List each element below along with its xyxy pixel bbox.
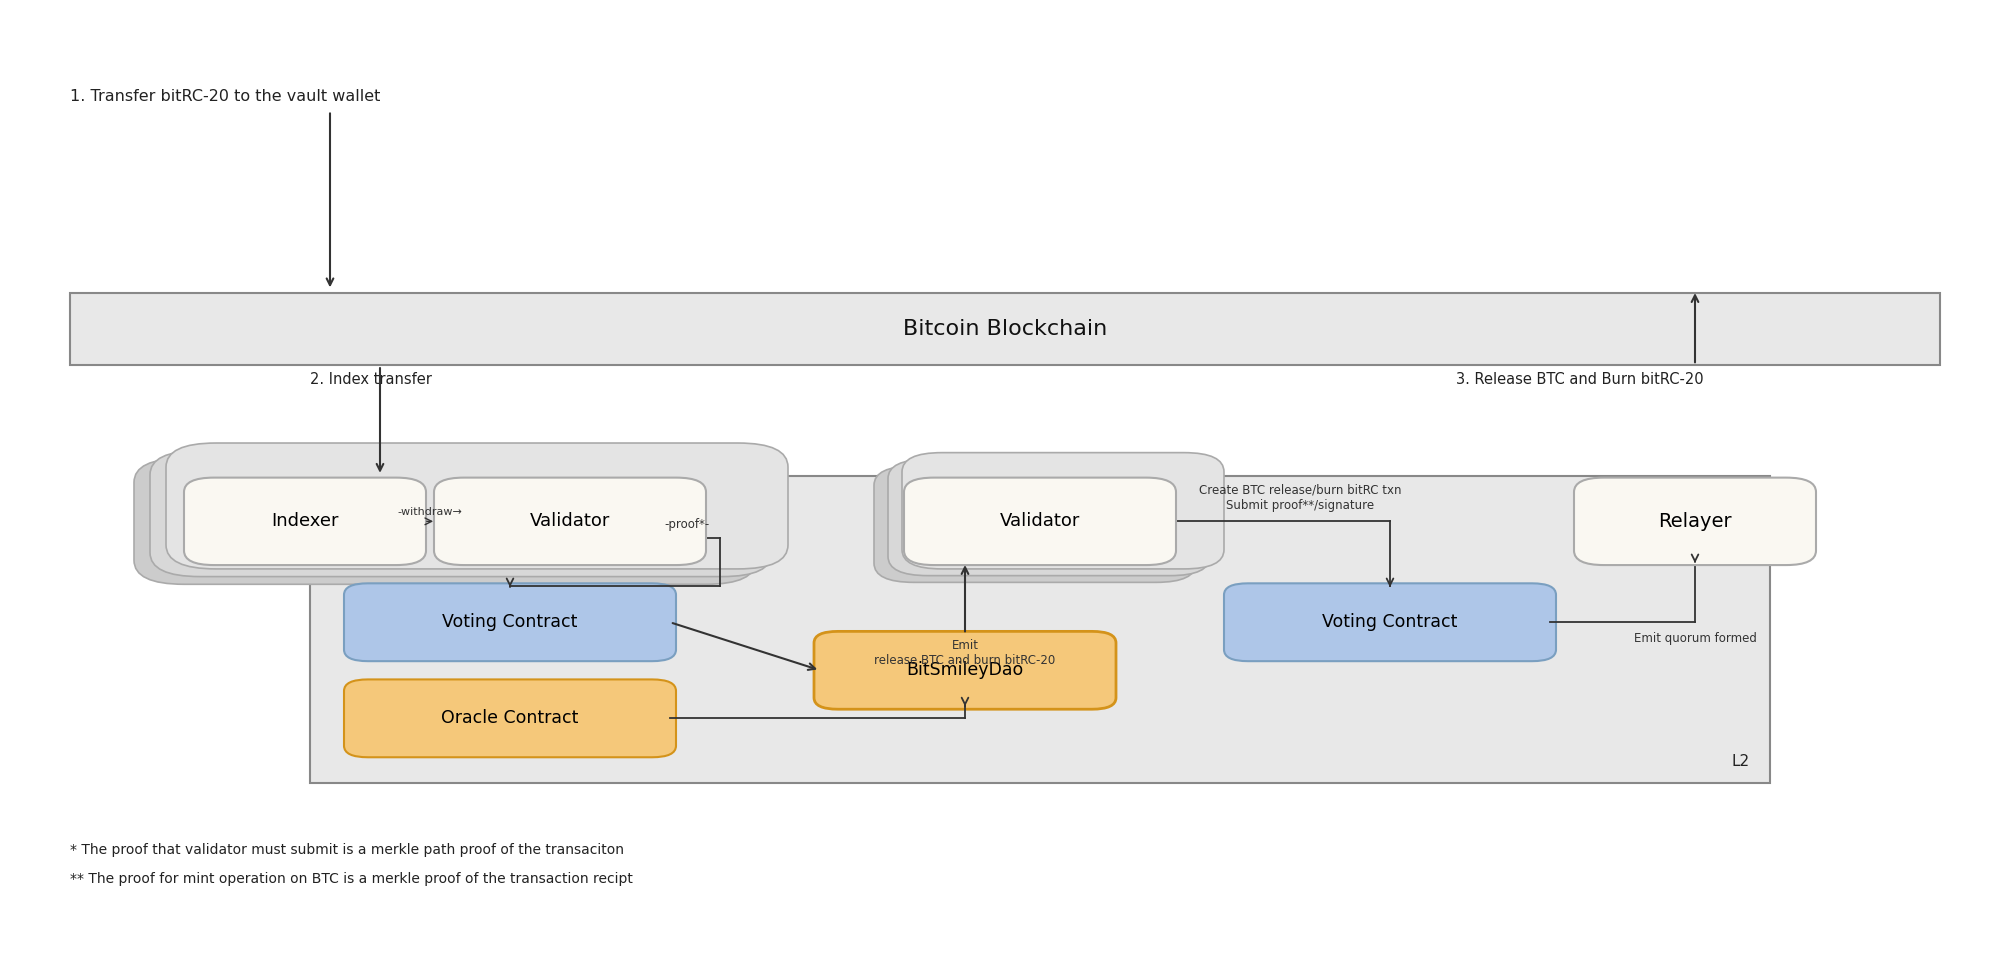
Text: BitSmileyDao: BitSmileyDao — [906, 661, 1024, 679]
FancyBboxPatch shape — [902, 453, 1224, 569]
Text: Bitcoin Blockchain: Bitcoin Blockchain — [902, 319, 1108, 339]
FancyBboxPatch shape — [888, 459, 1210, 576]
FancyBboxPatch shape — [344, 679, 676, 757]
FancyBboxPatch shape — [166, 443, 788, 569]
Text: Indexer: Indexer — [272, 512, 338, 530]
Text: 2. Index transfer: 2. Index transfer — [310, 372, 432, 387]
Text: Relayer: Relayer — [1658, 512, 1732, 530]
Text: L2: L2 — [1732, 753, 1750, 769]
Text: Emit
release BTC and burn bitRC-20: Emit release BTC and burn bitRC-20 — [874, 639, 1056, 667]
Text: Validator: Validator — [530, 512, 610, 530]
Text: Create BTC release/burn bitRC txn
Submit proof**/signature: Create BTC release/burn bitRC txn Submit… — [1198, 483, 1402, 511]
Text: ** The proof for mint operation on BTC is a merkle proof of the transaction reci: ** The proof for mint operation on BTC i… — [70, 873, 632, 886]
FancyBboxPatch shape — [1574, 478, 1816, 565]
Bar — [310, 476, 1770, 783]
FancyBboxPatch shape — [184, 478, 426, 565]
FancyBboxPatch shape — [150, 451, 772, 577]
Text: Oracle Contract: Oracle Contract — [442, 709, 578, 727]
Text: Voting Contract: Voting Contract — [442, 613, 578, 631]
FancyBboxPatch shape — [344, 583, 676, 661]
Bar — [70, 293, 1940, 365]
Text: -proof*-: -proof*- — [664, 518, 710, 530]
Text: Voting Contract: Voting Contract — [1322, 613, 1458, 631]
FancyBboxPatch shape — [434, 478, 706, 565]
FancyBboxPatch shape — [904, 478, 1176, 565]
FancyBboxPatch shape — [1224, 583, 1556, 661]
Text: Emit quorum formed: Emit quorum formed — [1634, 632, 1756, 645]
FancyBboxPatch shape — [814, 631, 1116, 709]
Text: * The proof that validator must submit is a merkle path proof of the transaciton: * The proof that validator must submit i… — [70, 844, 624, 857]
Text: 1. Transfer bitRC-20 to the vault wallet: 1. Transfer bitRC-20 to the vault wallet — [70, 88, 380, 104]
FancyBboxPatch shape — [134, 458, 756, 584]
Text: -withdraw→: -withdraw→ — [398, 506, 462, 517]
Text: Validator: Validator — [1000, 512, 1080, 530]
Text: 3. Release BTC and Burn bitRC-20: 3. Release BTC and Burn bitRC-20 — [1456, 372, 1704, 387]
FancyBboxPatch shape — [874, 466, 1196, 582]
